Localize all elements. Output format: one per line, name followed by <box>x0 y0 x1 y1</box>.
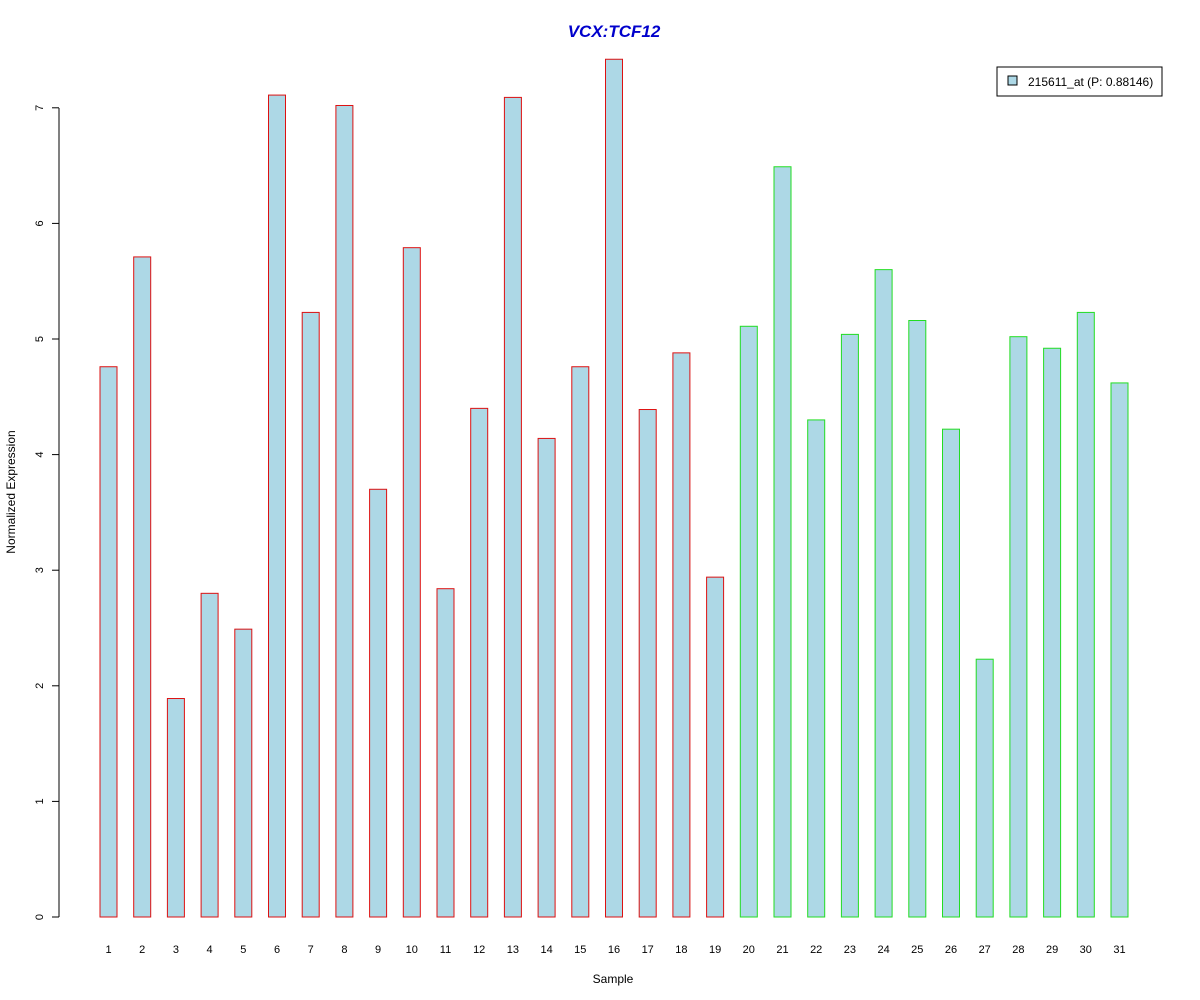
x-tick-label: 21 <box>776 944 788 956</box>
bar-sample-25 <box>908 320 927 918</box>
x-tick-label: 27 <box>979 944 991 956</box>
x-tick-label: 22 <box>810 944 822 956</box>
x-tick-label: 1 <box>105 944 111 956</box>
y-tick-label: 1 <box>34 798 46 804</box>
bar-sample-19 <box>706 576 725 918</box>
bar-sample-7 <box>301 311 320 918</box>
x-tick-label: 15 <box>574 944 586 956</box>
bar-sample-10 <box>402 247 421 918</box>
x-tick-label: 7 <box>308 944 314 956</box>
bar-sample-29 <box>1043 347 1062 918</box>
x-tick-label: 20 <box>743 944 755 956</box>
y-tick-label: 0 <box>34 914 46 920</box>
legend: 215611_at (P: 0.88146) <box>996 66 1163 97</box>
x-tick-label: 14 <box>540 944 552 956</box>
y-tick-label: 3 <box>34 567 46 573</box>
y-tick-label: 6 <box>34 220 46 226</box>
y-tick-label: 7 <box>34 105 46 111</box>
x-tick-label: 10 <box>406 944 418 956</box>
bar-sample-18 <box>672 352 691 918</box>
bar-sample-3 <box>166 698 185 918</box>
x-tick-label: 19 <box>709 944 721 956</box>
x-tick-label: 8 <box>341 944 347 956</box>
x-tick-label: 9 <box>375 944 381 956</box>
x-tick-label: 28 <box>1012 944 1024 956</box>
bar-sample-21 <box>773 166 792 918</box>
bar-sample-14 <box>537 437 556 918</box>
x-tick-labels: 1 2 3 4 5 6 7 8 9 10 11 12 13 14 15 16 17 18 19 20 21 22 23 24 2… <box>105 944 1125 956</box>
x-tick-label: 26 <box>945 944 957 956</box>
y-tick-label: 4 <box>34 452 46 458</box>
bar-sample-5 <box>234 628 253 918</box>
bar-sample-22 <box>807 419 826 918</box>
y-axis: 0 1 2 3 4 5 6 7 <box>34 105 60 920</box>
bar-sample-4 <box>200 592 219 918</box>
x-tick-label: 29 <box>1046 944 1058 956</box>
bar-sample-17 <box>638 409 657 918</box>
bar-sample-12 <box>470 407 489 918</box>
y-tick-label: 5 <box>34 336 46 342</box>
bar-sample-9 <box>369 488 388 918</box>
x-tick-label: 31 <box>1113 944 1125 956</box>
x-tick-label: 6 <box>274 944 280 956</box>
bar-sample-31 <box>1110 382 1129 918</box>
x-tick-label: 18 <box>675 944 687 956</box>
x-tick-label: 13 <box>507 944 519 956</box>
y-tick-label: 2 <box>34 683 46 689</box>
bar-sample-13 <box>503 96 522 918</box>
bar-sample-23 <box>840 333 859 918</box>
x-tick-label: 25 <box>911 944 923 956</box>
x-tick-label: 30 <box>1080 944 1092 956</box>
bar-sample-11 <box>436 588 455 918</box>
x-axis-label: Sample <box>593 972 634 986</box>
bar-sample-24 <box>874 269 893 918</box>
bar-sample-26 <box>942 428 960 918</box>
y-axis-label: Normalized Expression <box>4 430 18 553</box>
bar-sample-2 <box>133 256 152 918</box>
x-tick-label: 2 <box>139 944 145 956</box>
bar-sample-20 <box>739 325 758 918</box>
x-tick-label: 16 <box>608 944 620 956</box>
x-tick-label: 4 <box>207 944 213 956</box>
x-tick-label: 24 <box>877 944 889 956</box>
chart-title: VCX:TCF12 <box>568 22 661 41</box>
x-tick-label: 12 <box>473 944 485 956</box>
bar-sample-15 <box>571 366 590 918</box>
x-tick-label: 23 <box>844 944 856 956</box>
bar-sample-30 <box>1076 311 1095 918</box>
x-tick-label: 3 <box>173 944 179 956</box>
bar-sample-6 <box>268 94 286 918</box>
x-tick-label: 5 <box>240 944 246 956</box>
bar-sample-1 <box>99 366 118 918</box>
bar-sample-16 <box>605 58 623 918</box>
x-tick-label: 11 <box>440 944 451 956</box>
bars <box>99 58 1129 918</box>
x-tick-label: 17 <box>642 944 654 956</box>
legend-box <box>996 66 1163 97</box>
bar-sample-28 <box>1009 336 1028 918</box>
bar-sample-8 <box>335 104 354 918</box>
legend-label: 215611_at (P: 0.88146) <box>1028 75 1153 89</box>
legend-swatch <box>1007 75 1018 86</box>
bar-sample-27 <box>975 658 994 918</box>
